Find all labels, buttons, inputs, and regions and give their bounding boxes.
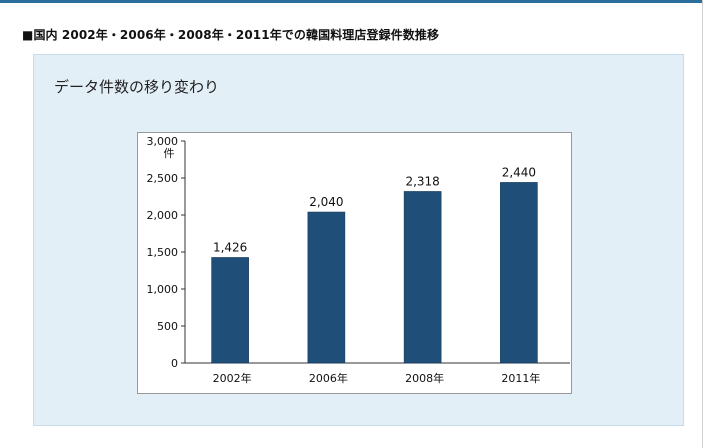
y-tick-label: 1,000 xyxy=(147,283,179,296)
y-tick-label: 500 xyxy=(157,320,178,333)
x-category-label: 2006年 xyxy=(309,371,348,385)
y-tick-label: 1,500 xyxy=(147,246,179,259)
y-tick-label: 2,000 xyxy=(147,209,179,222)
x-category-label: 2011年 xyxy=(501,371,540,385)
bar-value-label: 2,318 xyxy=(405,174,439,188)
bar-value-label: 1,426 xyxy=(213,240,247,254)
y-tick-label: 3,000 xyxy=(147,135,179,148)
bar-value-label: 2,040 xyxy=(309,195,343,209)
bar xyxy=(211,257,249,364)
chart-frame xyxy=(137,132,572,394)
bar-value-label: 2,440 xyxy=(502,165,536,179)
bar xyxy=(403,191,442,364)
y-axis-unit-label: 件 xyxy=(164,147,175,160)
top-accent-rule xyxy=(0,0,703,3)
section-title: ■国内 2002年・2006年・2008年・2011年での韓国料理店登録件数推移 xyxy=(22,28,440,42)
x-category-label: 2008年 xyxy=(405,371,444,385)
y-tick-label: 2,500 xyxy=(147,172,179,185)
bar xyxy=(500,182,538,364)
bar xyxy=(307,211,346,364)
panel-title: データ件数の移り変わり xyxy=(54,78,220,96)
y-tick-label: 0 xyxy=(171,357,178,370)
x-category-label: 2002年 xyxy=(213,371,252,385)
